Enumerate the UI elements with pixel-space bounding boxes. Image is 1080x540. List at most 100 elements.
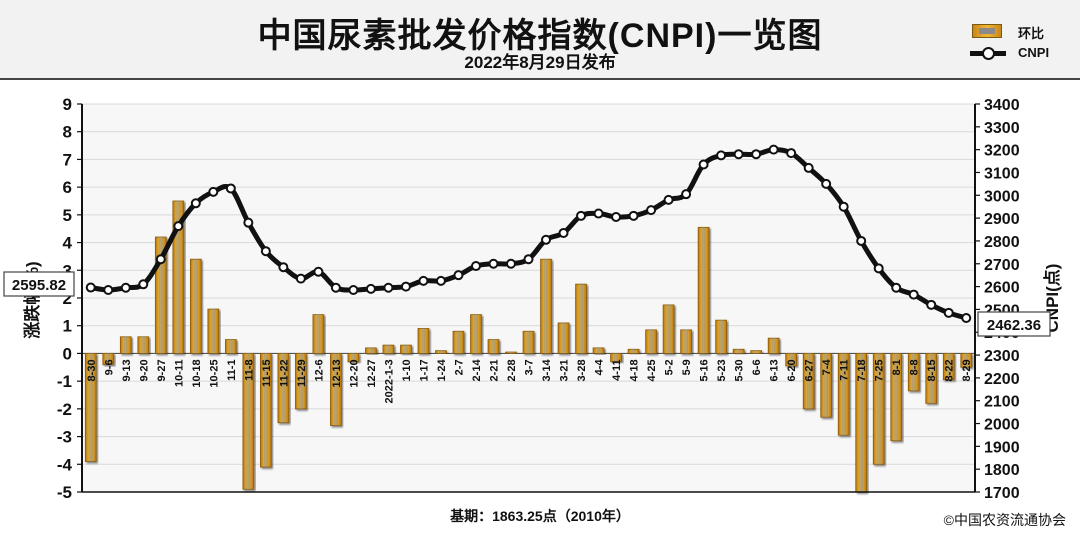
legend-bar-label: 环比 — [1018, 26, 1045, 41]
bar-core-3-14 — [544, 259, 548, 354]
left-tick-labels: -5 -4 -3 -2 -1 0 1 2 3 4 5 6 7 8 9 — [57, 95, 82, 502]
bar-core-10-18 — [193, 259, 198, 354]
x-tick-label: 6-6 — [751, 359, 763, 375]
bar-core-4-4 — [596, 347, 601, 354]
x-tick-label: 12-6 — [313, 359, 325, 381]
left-tick-label: 7 — [63, 150, 72, 169]
bar-core-6-20 — [789, 353, 794, 366]
cnpi-point-10-18 — [190, 198, 201, 209]
right-tick-label: 2300 — [984, 348, 1020, 365]
x-tick-label: 9-6 — [103, 359, 115, 375]
x-tick-label: 1-24 — [436, 359, 448, 382]
x-tick-label: 8-8 — [909, 359, 921, 375]
right-tick-label: 2200 — [984, 371, 1020, 388]
x-tick-label: 7-25 — [874, 359, 886, 381]
cnpi-point-11-8 — [243, 217, 254, 228]
bar-core-9-6 — [106, 353, 111, 365]
x-tick-label: 7-4 — [821, 359, 833, 376]
cnpi-point-4-4 — [593, 208, 604, 219]
cnpi-point-9-13 — [120, 282, 131, 293]
x-tick-label: 4-4 — [594, 359, 606, 376]
bar-core-10-25 — [211, 309, 216, 354]
right-tick-label: 1900 — [984, 439, 1020, 456]
cnpi-point-2-21 — [488, 258, 499, 269]
bar-core-7-4 — [824, 353, 829, 418]
right-tick-label: 2800 — [984, 234, 1020, 251]
x-tick-label: 11-8 — [243, 359, 255, 380]
legend-line-label: CNPI — [1018, 45, 1050, 60]
bar-core-8-8 — [911, 353, 916, 391]
cnpi-point-6-6 — [751, 149, 762, 160]
x-tick-label: 3-21 — [559, 359, 571, 381]
bar-core-5-16 — [701, 227, 706, 354]
left-tick-label: 9 — [63, 95, 72, 114]
x-tick-label: 7-11 — [839, 359, 851, 380]
chart-title: 中国尿素批发价格指数(CNPI)一览图 — [257, 17, 823, 55]
bar-core-6-27 — [806, 353, 811, 409]
cnpi-point-6-13 — [768, 144, 779, 155]
x-tick-label: 5-2 — [664, 359, 676, 375]
first-value-callout: 2595.82 — [3, 271, 75, 297]
bar-core-4-25 — [649, 329, 654, 354]
cnpi-point-4-25 — [646, 205, 657, 216]
bar-core-5-30 — [736, 349, 741, 354]
bar-core-12-27 — [368, 347, 373, 354]
x-tick-label: 8-15 — [926, 359, 938, 381]
header-band: 中国尿素批发价格指数(CNPI)一览图 2022年8月29日发布 环比 CNPI — [0, 0, 1080, 80]
bar-core-10-11 — [176, 201, 181, 354]
x-tick-label: 4-25 — [646, 359, 658, 381]
bar-core-11-29 — [298, 353, 303, 409]
cnpi-point-6-20 — [786, 148, 797, 159]
x-tick-label: 1-17 — [418, 359, 430, 381]
cnpi-point-12-6 — [313, 266, 324, 277]
bar-core-5-2 — [666, 304, 671, 354]
last-value-label: 2462.36 — [987, 317, 1041, 334]
x-tick-label: 5-30 — [734, 359, 746, 381]
cnpi-point-2-14 — [470, 261, 481, 272]
cnpi-point-9-27 — [155, 254, 166, 265]
x-tick-label: 12-27 — [366, 359, 378, 387]
x-tick-label: 10-18 — [191, 359, 203, 387]
x-tick-label: 2-7 — [453, 359, 465, 375]
bar-series — [84, 200, 973, 493]
bar-core-8-15 — [929, 353, 934, 404]
x-tick-label: 4-11 — [611, 359, 623, 380]
x-tick-label: 1-10 — [401, 359, 413, 381]
left-tick-label: 6 — [63, 178, 72, 197]
bar-core-6-13 — [771, 338, 776, 354]
x-tick-label: 6-27 — [804, 359, 816, 381]
cnpi-point-11-22 — [278, 262, 289, 273]
right-tick-label: 3200 — [984, 143, 1020, 160]
cnpi-point-5-9 — [681, 189, 692, 200]
cnpi-point-1-24 — [435, 275, 446, 286]
x-tick-label: 4-18 — [629, 359, 641, 381]
x-tick-label: 11-15 — [261, 359, 273, 387]
cnpi-point-7-4 — [821, 178, 832, 189]
bar-core-7-18 — [859, 353, 864, 492]
left-tick-label: -3 — [57, 428, 72, 447]
left-tick-label: 5 — [63, 206, 72, 225]
bar-core-8-29 — [964, 353, 969, 368]
cnpi-point-8-30 — [85, 282, 96, 293]
x-tick-label: 2-14 — [471, 359, 483, 382]
bar-core-5-9 — [684, 329, 689, 354]
left-tick-label: -4 — [57, 455, 73, 474]
cnpi-point-7-25 — [873, 263, 884, 274]
right-tick-label: 2900 — [984, 211, 1020, 228]
cnpi-point-11-1 — [225, 183, 236, 194]
bar-core-7-11 — [841, 353, 846, 436]
cnpi-point-11-29 — [295, 273, 306, 284]
cnpi-point-10-25 — [208, 186, 219, 197]
cnpi-point-5-2 — [663, 194, 674, 205]
bar-core-8-22 — [946, 353, 951, 380]
left-tick-label: 8 — [63, 123, 72, 142]
bar-core-2-28 — [509, 352, 513, 354]
cnpi-point-8-8 — [908, 289, 919, 300]
cnpi-point-12-13 — [330, 282, 341, 293]
cnpi-point-4-18 — [628, 210, 639, 221]
cnpi-point-5-30 — [733, 149, 744, 160]
x-tick-label: 8-1 — [891, 359, 903, 375]
legend-bar-swatch — [972, 24, 1002, 38]
